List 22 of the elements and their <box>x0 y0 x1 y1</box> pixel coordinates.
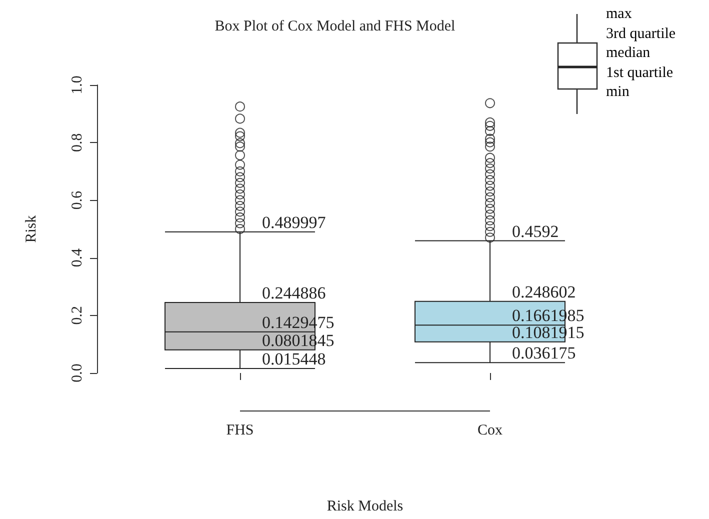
text: 1st quartile <box>606 64 674 82</box>
y-tick-label: 0.2 <box>70 306 86 325</box>
y-tick-label: 0.0 <box>70 364 86 382</box>
x-axis-title: Risk Models <box>326 498 404 514</box>
annotation: 0.489997 <box>262 212 326 232</box>
chart-title: Box Plot of Cox Model and FHS Model <box>214 18 456 34</box>
annotation: 0.244886 <box>262 283 326 302</box>
annotation: min <box>606 84 630 101</box>
y-axis-title: Risk <box>24 214 40 243</box>
y-tick-label: 0.4 <box>70 248 86 268</box>
y-tick-label: 0.6 <box>70 190 86 210</box>
x-tick-label: Cox <box>477 422 503 438</box>
annotation: 0.036175 <box>512 344 576 363</box>
text: median <box>606 45 650 62</box>
y-tick-label: 0.8 <box>70 133 86 152</box>
y-tick-label: 1.0 <box>70 76 86 94</box>
text: max <box>606 6 632 23</box>
text: 3rd quartile <box>606 26 676 42</box>
annotation: 0.4592 <box>512 222 559 241</box>
x-tick-label: FHS <box>226 422 254 438</box>
annotation: 0.015448 <box>262 350 326 369</box>
annotation: 0.248602 <box>512 282 576 302</box>
